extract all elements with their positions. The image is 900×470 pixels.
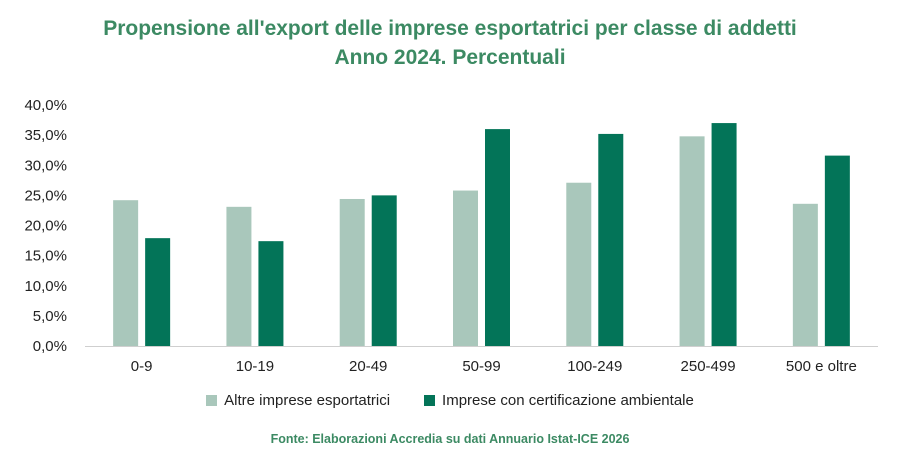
bar-altre-250-499 <box>679 136 705 346</box>
bar-certificazione-50-99 <box>485 129 510 346</box>
legend-label-certificazione: Imprese con certificazione ambientale <box>442 392 694 409</box>
legend-swatch-altre <box>206 395 218 406</box>
bars-group <box>113 123 850 346</box>
bar-altre-20-49 <box>339 198 365 346</box>
bar-certificazione-20-49 <box>371 195 397 346</box>
source-note: Fonte: Elaborazioni Accredia su dati Ann… <box>270 432 630 446</box>
y-tick-label: 5,0% <box>33 308 67 325</box>
x-tick-label: 100-249 <box>567 358 622 375</box>
bar-certificazione-0-9 <box>145 238 171 346</box>
y-tick-label: 10,0% <box>24 278 67 295</box>
bar-altre-500-e-oltre <box>792 203 818 346</box>
y-tick-label: 40,0% <box>24 97 67 114</box>
chart-title: Propensione all'export delle imprese esp… <box>103 17 797 40</box>
y-tick-label: 30,0% <box>24 157 67 174</box>
chart-subtitle: Anno 2024. Percentuali <box>334 46 566 69</box>
y-tick-label: 25,0% <box>24 187 67 204</box>
legend: Altre imprese esportatrici Imprese con c… <box>0 392 900 409</box>
x-tick-label: 20-49 <box>349 358 387 375</box>
x-tick-label: 10-19 <box>236 358 274 375</box>
legend-label-altre: Altre imprese esportatrici <box>224 392 391 409</box>
y-tick-label: 15,0% <box>24 248 67 265</box>
x-tick-label: 500 e oltre <box>786 358 857 375</box>
legend-swatch-certificazione <box>424 395 436 406</box>
chart-title-block: Propensione all'export delle imprese esp… <box>0 14 900 72</box>
x-tick-label: 50-99 <box>462 358 500 375</box>
bar-altre-50-99 <box>453 190 478 346</box>
y-tick-label: 20,0% <box>24 218 67 235</box>
legend-item-certificazione: Imprese con certificazione ambientale <box>424 392 694 409</box>
bar-certificazione-250-499 <box>711 123 737 346</box>
y-axis-ticks: 0,0% 5,0% 10,0% 15,0% 20,0% 25,0% 30,0% 35,0% 40… <box>24 97 67 355</box>
y-tick-label: 35,0% <box>24 127 67 144</box>
y-tick-label: 0,0% <box>33 338 67 355</box>
legend-item-altre: Altre imprese esportatrici <box>206 392 390 409</box>
bar-certificazione-10-19 <box>258 241 284 346</box>
x-tick-label: 250-499 <box>681 358 736 375</box>
bar-altre-100-249 <box>566 182 592 346</box>
bar-altre-10-19 <box>226 206 252 346</box>
bar-certificazione-500-e-oltre <box>824 155 850 346</box>
bar-certificazione-100-249 <box>598 133 624 346</box>
bar-altre-0-9 <box>113 200 139 346</box>
x-tick-label: 0-9 <box>131 358 153 375</box>
x-axis-ticks: 0-9 10-19 20-49 50-99 100-249 250-499 500 e ol… <box>131 358 857 375</box>
